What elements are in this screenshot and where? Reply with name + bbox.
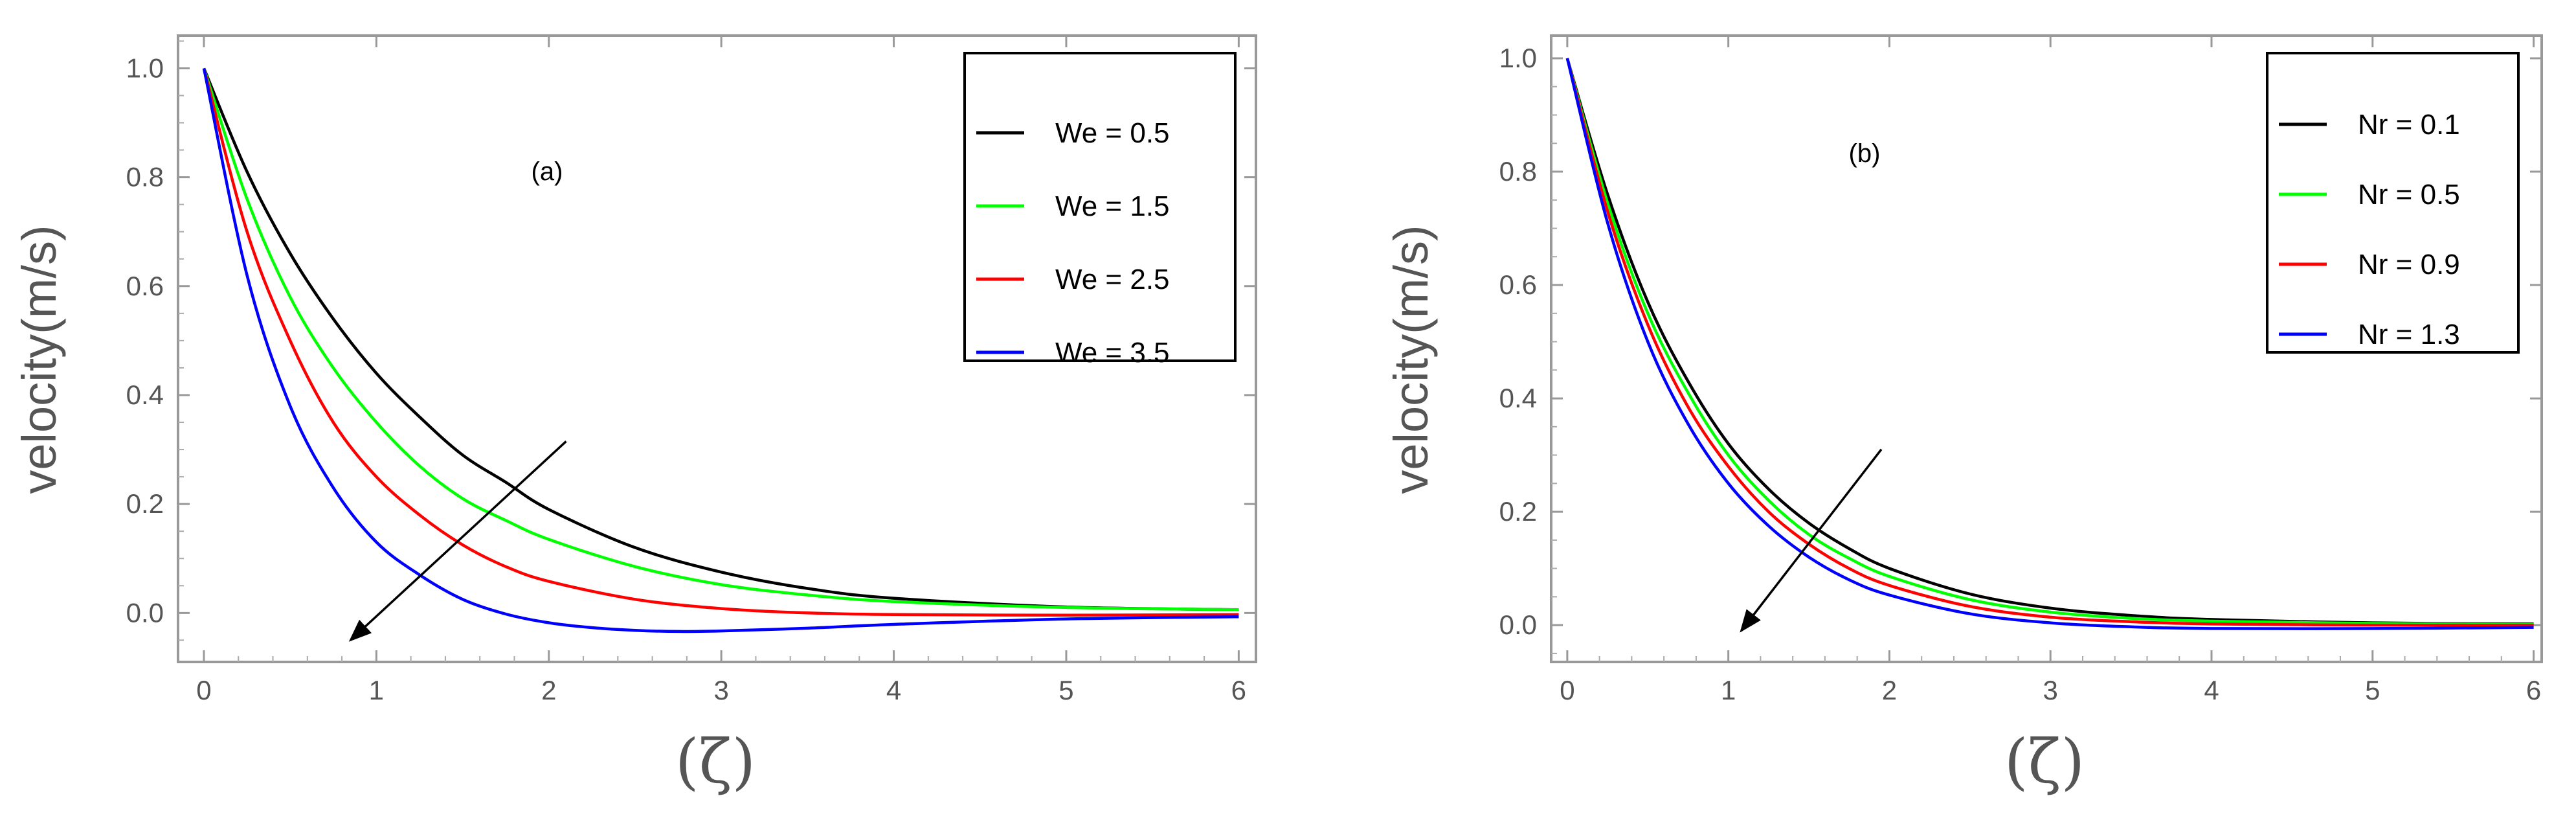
plot-frame-b bbox=[1550, 34, 2543, 663]
y-tick-label: 0.0 bbox=[126, 597, 164, 628]
series-lines-b bbox=[1565, 58, 2534, 630]
x-tick-label: 2 bbox=[1882, 675, 1897, 705]
legend-entry-label: We = 1.5 bbox=[1055, 190, 1170, 222]
x-tick-label: 6 bbox=[2526, 675, 2541, 705]
series-line-we-3-5 bbox=[202, 68, 1239, 633]
legend-entry-label: Nr = 0.5 bbox=[2358, 179, 2460, 211]
plot-frame-a bbox=[177, 34, 1257, 663]
legend-a: We = 0.5 We = 1.5 We = 2.5 We = 3.5 bbox=[963, 52, 1237, 369]
legend-entry-label: Nr = 1.3 bbox=[2358, 319, 2460, 350]
plot-area-border bbox=[177, 34, 1257, 663]
y-tick-label: 0.4 bbox=[126, 380, 164, 410]
y-tick-label: 1.0 bbox=[126, 52, 164, 83]
legend-entry-label: We = 3.5 bbox=[1055, 337, 1170, 369]
y-tick-label: 0.6 bbox=[1499, 269, 1537, 300]
x-tick-label: 1 bbox=[369, 675, 384, 705]
x-tick-label: 6 bbox=[1231, 675, 1246, 705]
y-tick-label: 0.0 bbox=[1499, 609, 1537, 640]
y-tick-label: 1.0 bbox=[1499, 43, 1537, 73]
trend-arrow bbox=[348, 440, 567, 642]
legend-entry-label: We = 2.5 bbox=[1055, 264, 1170, 295]
legend-box bbox=[2266, 52, 2520, 354]
legend-entry-label: Nr = 0.1 bbox=[2358, 109, 2460, 141]
y-tick-label: 0.8 bbox=[1499, 156, 1537, 187]
series-lines-a bbox=[202, 67, 1239, 633]
trend-arrow-b bbox=[1740, 448, 1883, 633]
chart-panel-a: 0 1 2 3 4 5 6 0.0 0.2 0.4 0.6 0.8 1.0 (a) velocity(m… bbox=[12, 34, 1257, 797]
series-line-we-2-5 bbox=[202, 67, 1239, 617]
x-tick-label: 0 bbox=[1560, 675, 1574, 705]
panel-annotation-a: (a) bbox=[532, 157, 563, 186]
legend-b: Nr = 0.1 Nr = 0.5 Nr = 0.9 Nr = 1.3 bbox=[2266, 52, 2520, 354]
x-tick-label: 3 bbox=[713, 675, 728, 705]
legend-entry-label: We = 0.5 bbox=[1055, 117, 1170, 149]
series-line-nr-0-9 bbox=[1565, 58, 2534, 627]
x-tick-label: 3 bbox=[2043, 675, 2058, 705]
x-tick-label: 2 bbox=[541, 675, 556, 705]
plot-area-border bbox=[1550, 34, 2543, 663]
x-axis-label-a: (ζ) bbox=[675, 727, 756, 797]
x-axis-label-b: (ζ) bbox=[2004, 727, 2085, 797]
series-line-we-1-5 bbox=[202, 67, 1239, 611]
x-tick-label: 4 bbox=[2204, 675, 2219, 705]
trend-arrow-a bbox=[348, 440, 567, 642]
y-tick-label: 0.6 bbox=[126, 271, 164, 301]
series-line-nr-0-5 bbox=[1565, 58, 2534, 626]
legend-entry-label: Nr = 0.9 bbox=[2358, 249, 2460, 280]
y-tick-label: 0.2 bbox=[126, 488, 164, 519]
x-tick-label: 5 bbox=[1058, 675, 1073, 705]
y-axis-label-a: velocity(m/s) bbox=[12, 225, 66, 494]
x-tick-label: 1 bbox=[1721, 675, 1736, 705]
x-tick-label: 5 bbox=[2365, 675, 2380, 705]
trend-arrow bbox=[1740, 448, 1883, 633]
series-line-we-0-5 bbox=[202, 67, 1239, 611]
series-line-nr-0-1 bbox=[1565, 58, 2534, 626]
y-axis-label-b: velocity(m/s) bbox=[1384, 225, 1438, 494]
axis-ticks-a: 0 1 2 3 4 5 6 0.0 0.2 0.4 0.6 0.8 1.0 bbox=[126, 36, 1256, 705]
series-line-nr-1-3 bbox=[1565, 58, 2534, 630]
y-tick-label: 0.8 bbox=[126, 162, 164, 192]
y-tick-label: 0.2 bbox=[1499, 496, 1537, 527]
chart-panel-b: 0 1 2 3 4 5 6 0.0 0.2 0.4 0.6 0.8 1.0 (b) velocity(m… bbox=[1384, 34, 2543, 797]
y-tick-label: 0.4 bbox=[1499, 383, 1537, 413]
panel-annotation-b: (b) bbox=[1849, 139, 1881, 168]
x-tick-label: 4 bbox=[886, 675, 901, 705]
axis-ticks-b: 0 1 2 3 4 5 6 0.0 0.2 0.4 0.6 0.8 1.0 bbox=[1499, 36, 2542, 705]
x-tick-label: 0 bbox=[196, 675, 211, 705]
